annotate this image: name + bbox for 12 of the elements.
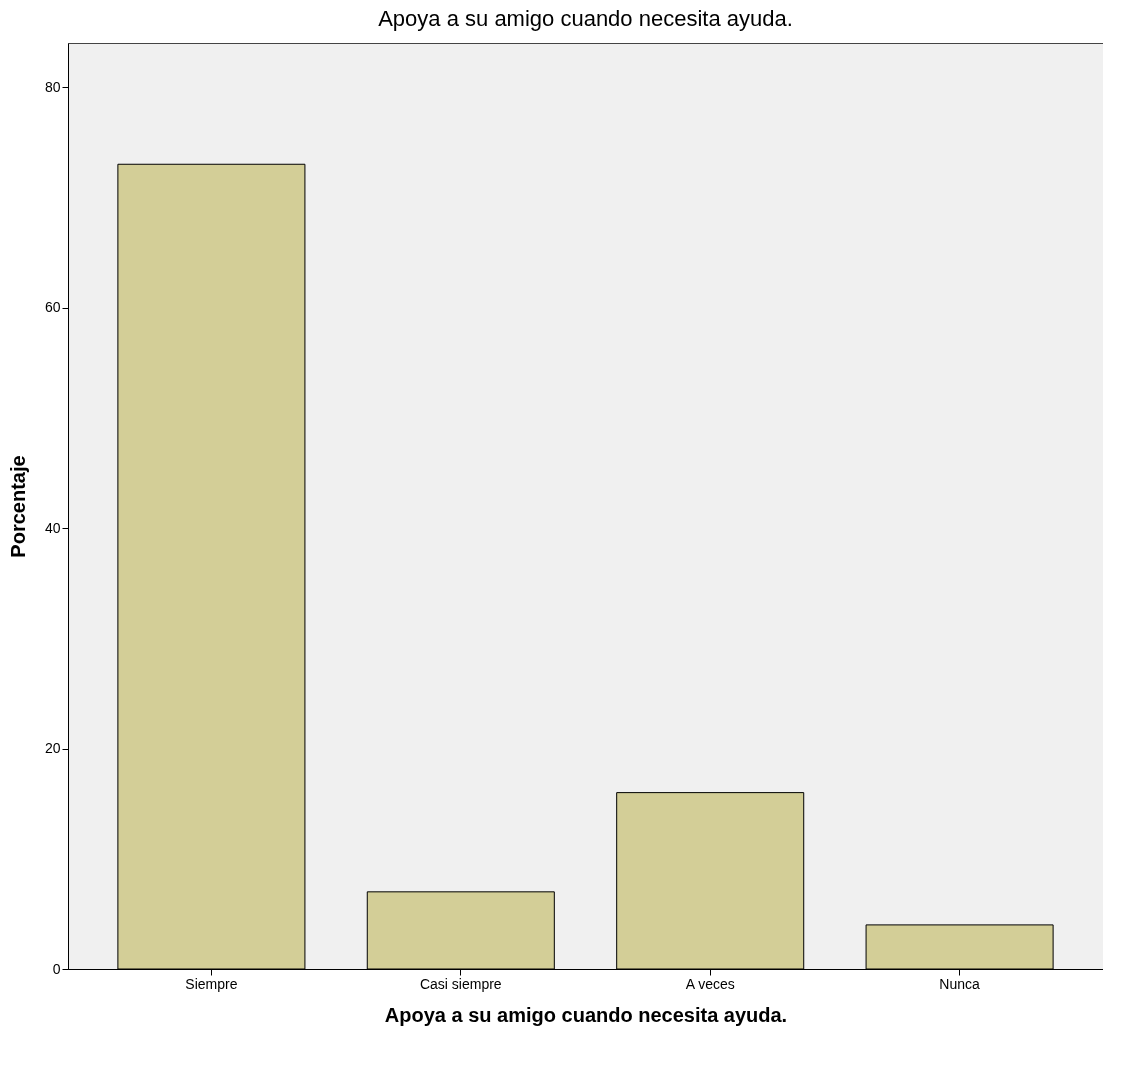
x-tick-label: Nunca	[939, 975, 981, 992]
x-axis-title: Apoya a su amigo cuando necesita ayuda.	[384, 1003, 788, 1026]
y-tick-label: 20	[44, 740, 61, 757]
x-tick-label: Casi siempre	[419, 975, 502, 992]
y-tick-label: 60	[44, 299, 61, 316]
x-tick-label: Siempre	[185, 975, 238, 992]
y-tick-label: 80	[44, 78, 61, 95]
y-tick-label: 0	[52, 960, 61, 977]
y-tick-label: 40	[44, 519, 61, 536]
chart-title: Apoya a su amigo cuando necesita ayuda.	[378, 6, 793, 31]
x-tick-label: A veces	[685, 975, 735, 992]
y-axis-title: Porcentaje	[6, 455, 29, 558]
